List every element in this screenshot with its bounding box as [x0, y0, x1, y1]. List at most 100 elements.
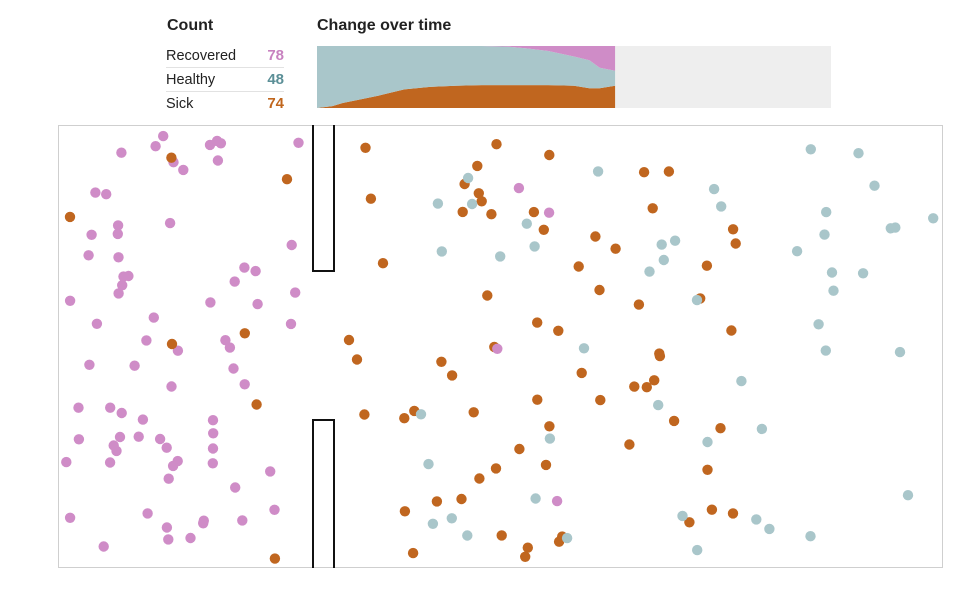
dot-sick — [540, 459, 552, 471]
dot-recovered — [198, 515, 209, 526]
dot-sick — [590, 231, 601, 242]
dot-sick — [522, 542, 533, 553]
series-sick-area — [317, 85, 616, 108]
dot-sick — [532, 394, 543, 405]
dot-healthy — [821, 206, 832, 218]
dot-healthy — [869, 180, 880, 191]
dot-healthy — [716, 201, 727, 212]
dot-healthy — [791, 246, 803, 257]
dot-recovered — [64, 295, 76, 306]
dot-healthy — [813, 319, 824, 330]
dot-sick — [446, 370, 458, 381]
dot-recovered — [123, 270, 134, 282]
dot-healthy — [857, 268, 869, 279]
dot-sick — [474, 473, 485, 484]
dot-recovered — [113, 252, 124, 263]
dot-recovered — [142, 508, 153, 519]
dot-recovered — [154, 433, 166, 445]
dot-recovered — [290, 287, 301, 298]
dot-healthy — [756, 423, 768, 435]
dot-recovered — [252, 298, 263, 310]
dot-healthy — [644, 266, 655, 277]
dot-sick — [476, 196, 487, 207]
dot-sick — [456, 493, 467, 505]
wall-top-segment — [312, 125, 335, 272]
dot-healthy — [462, 530, 473, 541]
dot-sick — [538, 224, 549, 235]
dot-recovered — [137, 414, 149, 425]
dot-sick — [663, 166, 675, 177]
dot-sick — [377, 258, 389, 269]
dot-sick — [490, 463, 502, 474]
dot-healthy — [495, 251, 506, 262]
dot-sick — [641, 382, 652, 393]
dot-healthy — [751, 514, 762, 525]
dot-healthy — [446, 513, 457, 524]
dot-sick — [436, 356, 447, 367]
dot-recovered — [64, 512, 76, 523]
dot-recovered — [265, 466, 276, 477]
dot-recovered — [543, 207, 555, 218]
series-recovered-area — [317, 46, 616, 71]
dot-healthy — [894, 346, 906, 358]
dot-healthy — [928, 213, 939, 224]
series-healthy-area — [317, 46, 616, 108]
dot-recovered — [178, 164, 189, 176]
dot-recovered — [185, 532, 196, 544]
dot-recovered — [141, 335, 152, 346]
dot-healthy — [805, 144, 816, 155]
dot-sick — [544, 421, 555, 432]
dot-recovered — [239, 379, 250, 390]
dot-sick — [727, 224, 739, 235]
dot-recovered — [239, 262, 250, 273]
dot-sick — [360, 142, 371, 153]
dot-healthy — [578, 343, 590, 354]
dot-recovered — [116, 407, 127, 419]
dot-recovered — [105, 402, 116, 413]
dot-sick — [239, 328, 250, 339]
dot-healthy — [702, 436, 713, 448]
dot-sick — [407, 547, 419, 559]
dot-sick — [668, 415, 680, 427]
dot-recovered — [91, 318, 103, 329]
dot-sick — [544, 149, 555, 161]
dot-recovered — [164, 217, 176, 229]
dot-sick — [343, 334, 355, 346]
dot-healthy — [466, 198, 478, 210]
dot-recovered — [113, 288, 124, 299]
dot-sick — [702, 464, 713, 475]
dot-recovered — [215, 138, 227, 149]
dot-sick — [573, 261, 584, 272]
dot-healthy — [902, 490, 914, 501]
dot-recovered — [207, 443, 219, 454]
dot-sick — [649, 375, 660, 386]
dot-sick — [610, 243, 621, 254]
dot-recovered — [104, 457, 116, 468]
dot-healthy — [561, 532, 573, 544]
dot-recovered — [133, 431, 144, 442]
dot-recovered — [163, 534, 174, 545]
dot-healthy — [656, 239, 667, 250]
dot-sick — [399, 506, 411, 517]
dot-recovered — [166, 381, 177, 392]
dot-sick — [647, 203, 658, 214]
dot-sick — [726, 325, 737, 336]
count-value-sick: 74 — [267, 95, 284, 112]
dot-healthy — [820, 345, 831, 356]
dot-recovered — [229, 276, 240, 287]
count-title: Count — [167, 17, 214, 34]
dot-recovered — [83, 250, 94, 261]
dot-healthy — [669, 235, 681, 246]
dot-healthy — [544, 433, 556, 444]
dot-healthy — [529, 241, 540, 252]
dot-healthy — [521, 218, 532, 229]
dot-sick — [399, 413, 410, 424]
dot-recovered — [163, 473, 174, 484]
dot-sick — [727, 508, 739, 519]
dot-healthy — [423, 458, 434, 470]
dot-healthy — [819, 229, 830, 240]
dot-recovered — [84, 359, 95, 370]
dot-healthy — [436, 246, 447, 257]
wall-bottom-segment — [312, 419, 335, 568]
change-over-time-chart — [317, 46, 831, 108]
